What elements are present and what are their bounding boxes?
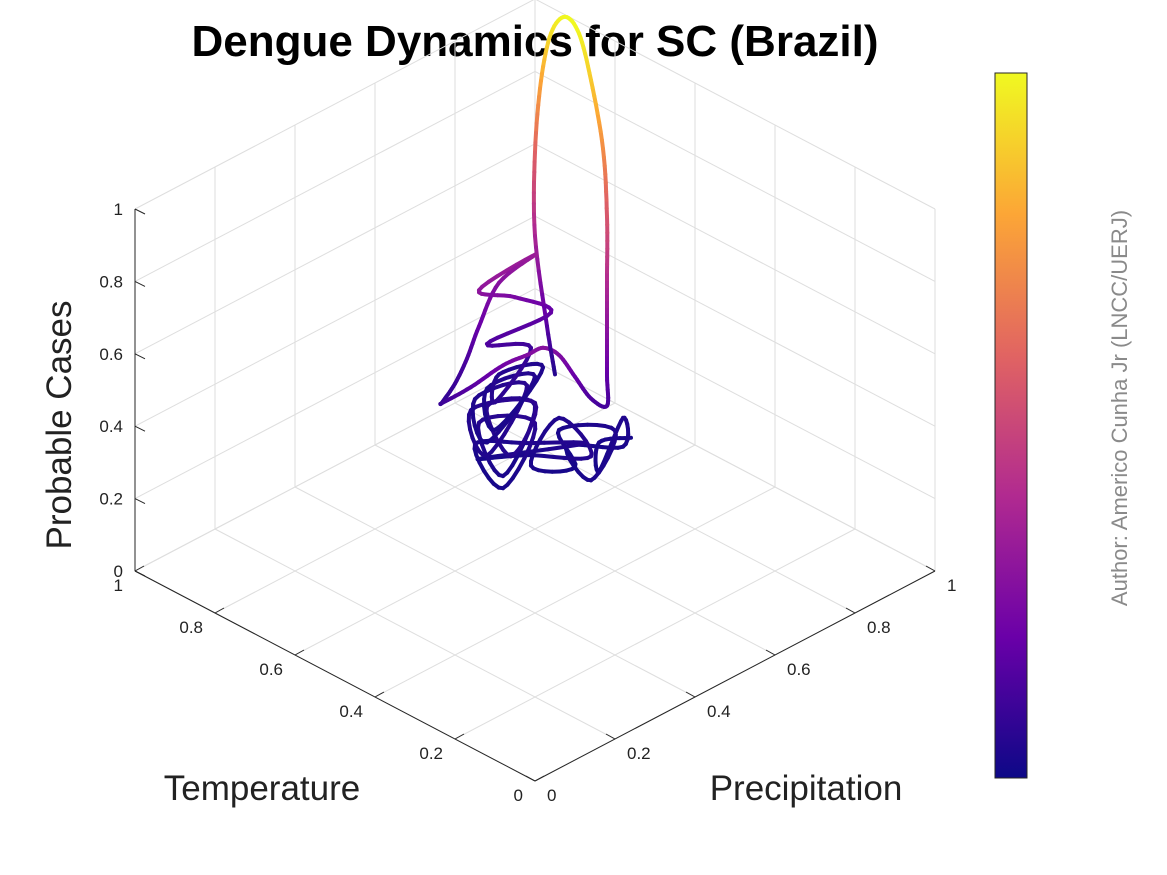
trajectory-segment: [547, 444, 567, 452]
gridline: [294, 486, 696, 698]
gridline: [134, 360, 536, 572]
trajectory-segment: [536, 269, 543, 286]
y-axis-ticks: 0 0.2 0.4 0.6 0.8 1: [525, 565, 956, 805]
z-tick-mark: [134, 425, 146, 432]
trajectory-segment: [516, 322, 532, 331]
trajectory-segment: [538, 281, 545, 298]
z-tick-mark: [134, 280, 146, 287]
trajectory-segment: [529, 447, 551, 454]
x-tick-label: 1: [114, 576, 123, 595]
gridline: [534, 215, 936, 427]
z-tick-mark: [134, 353, 146, 360]
y-tick-label: 0.6: [787, 660, 811, 679]
y-tick-label: 0: [547, 786, 556, 805]
gridline: [534, 143, 936, 355]
z-tick-label: 0.4: [99, 417, 123, 436]
colorbar: [994, 72, 1028, 779]
gridline: [534, 360, 936, 572]
trajectory-segment: [502, 420, 514, 437]
gridline: [534, 288, 936, 500]
x-axis-line: [134, 570, 536, 782]
x-tick-mark: [134, 565, 145, 572]
y-tick-mark: [685, 691, 696, 698]
trajectory-segment: [562, 443, 579, 449]
x-tick-mark: [374, 691, 385, 698]
author-annotation: Author: Americo Cunha Jr (LNCC/UERJ): [1107, 210, 1132, 606]
gridline: [134, 143, 536, 355]
z-tick-mark: [134, 570, 146, 577]
x-tick-mark: [294, 649, 305, 656]
y-tick-mark: [845, 607, 856, 614]
gridline: [134, 70, 536, 282]
y-axis-line: [534, 570, 936, 782]
y-axis-label: Precipitation: [710, 769, 903, 808]
z-axis-label: Probable Cases: [40, 300, 79, 549]
y-tick-mark: [605, 733, 616, 740]
x-tick-mark: [214, 607, 225, 614]
gridline: [374, 486, 776, 698]
trajectory-segment: [509, 408, 520, 425]
z-axis-ticks: 0 0.2 0.4 0.6 0.8 1: [99, 200, 146, 581]
x-tick-label: 0: [514, 786, 523, 805]
z-tick-label: 1: [114, 200, 123, 219]
x-tick-label: 0.8: [179, 618, 203, 637]
gridline: [534, 70, 936, 282]
grid: [134, 0, 936, 782]
y-tick-label: 0.4: [707, 702, 731, 721]
x-axis-ticks: 0 0.2 0.4 0.6 0.8 1: [114, 565, 545, 805]
gridline: [294, 444, 696, 656]
gridline: [214, 528, 616, 740]
gridline: [535, 0, 936, 210]
z-tick-label: 0.6: [99, 345, 123, 364]
gridline: [454, 528, 856, 740]
z-tick-mark: [134, 208, 146, 215]
trajectory-segment: [520, 388, 532, 403]
y-tick-label: 0.2: [627, 744, 651, 763]
gridline: [134, 215, 536, 427]
trajectory-segment: [512, 398, 525, 414]
x-tick-mark: [534, 775, 545, 782]
x-tick-mark: [454, 733, 465, 740]
x-tick-label: 0.2: [419, 744, 443, 763]
x-tick-label: 0.4: [339, 702, 363, 721]
x-axis-label: Temperature: [164, 769, 360, 808]
y-tick-mark: [765, 649, 776, 656]
y-tick-label: 0.8: [867, 618, 891, 637]
x-tick-label: 0.6: [259, 660, 283, 679]
z-tick-label: 0.8: [99, 272, 123, 291]
y-tick-mark: [525, 775, 536, 782]
z-tick-label: 0: [114, 562, 123, 581]
trajectory-series: [438, 14, 633, 491]
gridline: [134, 0, 535, 210]
y-tick-label: 1: [947, 576, 956, 595]
trajectory-segment: [552, 369, 557, 377]
gridline: [374, 444, 776, 656]
gridline: [454, 402, 856, 614]
trajectory-segment: [535, 257, 541, 274]
z-tick-mark: [134, 498, 146, 505]
y-tick-mark: [925, 565, 936, 572]
axes: [134, 209, 936, 782]
gridline: [214, 402, 616, 614]
trajectory-segment: [496, 420, 509, 434]
z-tick-label: 0.2: [99, 490, 123, 509]
trajectory-segment: [495, 432, 507, 447]
gridline: [134, 288, 536, 500]
